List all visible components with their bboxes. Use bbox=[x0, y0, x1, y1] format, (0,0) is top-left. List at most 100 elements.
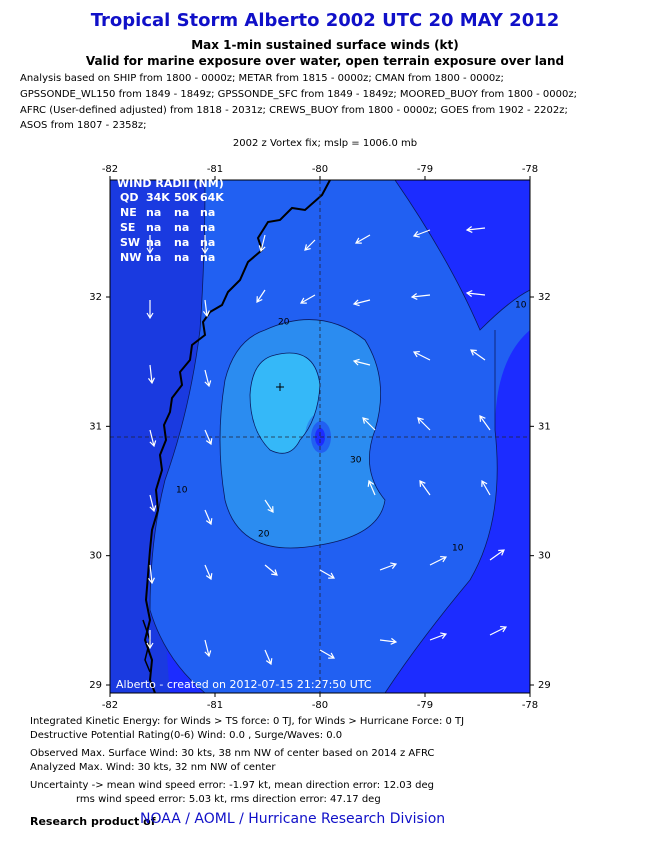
y-tick-label: 31 bbox=[89, 421, 102, 432]
wind-vector bbox=[354, 234, 371, 244]
wind-vector bbox=[201, 235, 209, 255]
wind-vector bbox=[149, 429, 157, 448]
contour-30 bbox=[250, 353, 320, 454]
radii-cell: na bbox=[146, 221, 161, 234]
radii-cell: na bbox=[200, 206, 215, 219]
analysis-line: Analysis based on SHIP from 1800 - 0000z… bbox=[20, 73, 504, 84]
wind-vector bbox=[419, 480, 431, 496]
radii-cell: na bbox=[146, 236, 161, 249]
radii-cell: na bbox=[200, 236, 215, 249]
exposure: Valid for marine exposure over water, op… bbox=[85, 54, 565, 68]
y-tick-label: 29 bbox=[89, 680, 102, 691]
footer-line: Integrated Kinetic Energy: for Winds > T… bbox=[30, 716, 465, 727]
radii-cell: SW bbox=[120, 236, 140, 249]
y-tick-label: 32 bbox=[89, 292, 102, 303]
wind-vector bbox=[352, 299, 371, 307]
coastline bbox=[142, 619, 151, 673]
x-tick-label: -82 bbox=[102, 700, 118, 711]
wind-vector bbox=[489, 549, 505, 561]
contour-label: 20 bbox=[258, 530, 270, 540]
org-link[interactable]: NOAA / AOML / Hurricane Research Divisio… bbox=[140, 811, 446, 827]
vortex-fix: 2002 z Vortex fix; mslp = 1006.0 mb bbox=[232, 138, 418, 149]
radii-cell: na bbox=[146, 206, 161, 219]
title: Tropical Storm Alberto 2002 UTC 20 MAY 2… bbox=[90, 10, 560, 31]
wind-vector bbox=[489, 625, 508, 636]
contour-labels: 20 30 20 10 10 10 bbox=[176, 301, 527, 554]
contour-label: 10 bbox=[515, 301, 527, 311]
wind-vector bbox=[264, 499, 274, 513]
radii-cell: NW bbox=[120, 251, 141, 264]
radii-title: WIND RADII (NM) bbox=[117, 177, 224, 190]
x-tick-label: -78 bbox=[522, 164, 538, 175]
x-tick-label: -78 bbox=[522, 700, 538, 711]
x-tick-label: -80 bbox=[312, 164, 328, 175]
credit: Alberto - created on 2012-07-15 21:27:50… bbox=[116, 678, 372, 691]
x-tick-label: -79 bbox=[417, 700, 433, 711]
x-tick-label: -79 bbox=[417, 164, 433, 175]
radii-cell: na bbox=[174, 236, 189, 249]
radii-cell: na bbox=[200, 251, 215, 264]
wind-vector bbox=[429, 632, 448, 641]
wind-vector bbox=[429, 555, 448, 566]
wind-vector bbox=[304, 239, 316, 251]
footer-line: Uncertainty -> mean wind speed error: -1… bbox=[30, 780, 434, 791]
wind-vector bbox=[256, 289, 266, 303]
footer-line: Destructive Potential Rating(0-6) Wind: … bbox=[30, 730, 343, 741]
wind-vector bbox=[258, 234, 266, 253]
radii-cell: na bbox=[146, 251, 161, 264]
footer-line: Analyzed Max. Wind: 30 kts, 32 nm NW of … bbox=[30, 762, 276, 773]
wind-vector bbox=[417, 417, 431, 431]
wind-vector bbox=[319, 569, 336, 579]
wind-vector bbox=[465, 225, 486, 233]
wind-vector bbox=[412, 350, 431, 361]
radii-header: 34K bbox=[146, 191, 170, 204]
contour-label: 30 bbox=[350, 456, 362, 466]
coastal-zone bbox=[110, 180, 215, 693]
wind-vector bbox=[146, 235, 154, 255]
wind-vector bbox=[412, 229, 431, 238]
radii-cell: na bbox=[174, 221, 189, 234]
x-tick-label: -80 bbox=[312, 700, 328, 711]
analysis-line: GPSSONDE_WL150 from 1849 - 1849z; GPSSON… bbox=[20, 89, 577, 100]
analysis-line: ASOS from 1807 - 2358z; bbox=[20, 120, 147, 131]
wind-vector bbox=[204, 429, 213, 446]
max-wind-mark bbox=[276, 383, 284, 391]
footer-line: rms wind speed error: 5.03 kt, rms direc… bbox=[76, 794, 381, 805]
x-tick-label: -81 bbox=[207, 164, 223, 175]
y-tick-label: 29 bbox=[538, 680, 551, 691]
x-tick-label: -81 bbox=[207, 700, 223, 711]
wind-vector bbox=[379, 637, 398, 645]
contour-label: 20 bbox=[278, 318, 290, 328]
wind-vector bbox=[299, 294, 316, 304]
wind-vector bbox=[147, 564, 155, 585]
wind-vector bbox=[465, 290, 486, 298]
radii-header: 50K bbox=[174, 191, 198, 204]
wind-vector bbox=[149, 494, 157, 513]
contour-label: 10 bbox=[176, 486, 188, 496]
contour-lines bbox=[149, 179, 531, 694]
wind-vector bbox=[202, 299, 210, 318]
radii-cell: na bbox=[174, 251, 189, 264]
radii-cell: na bbox=[200, 221, 215, 234]
wind-vector bbox=[362, 417, 376, 431]
radii-cell: SE bbox=[120, 221, 135, 234]
wind-vector bbox=[367, 479, 376, 496]
y-tick-label: 31 bbox=[538, 421, 551, 432]
wind-vector bbox=[481, 479, 491, 496]
wind-vector bbox=[204, 369, 212, 388]
research-label: Research product of bbox=[30, 815, 156, 828]
y-tick-label: 32 bbox=[538, 292, 551, 303]
radii-cell: NE bbox=[120, 206, 137, 219]
wind-vector bbox=[146, 630, 154, 650]
x-tick-label: -82 bbox=[102, 164, 118, 175]
y-tick-label: 30 bbox=[89, 551, 102, 562]
wind-vector bbox=[204, 639, 212, 658]
wind-vector bbox=[204, 509, 213, 526]
wind-vector bbox=[319, 649, 336, 659]
wind-vector bbox=[379, 562, 398, 571]
footer-line: Observed Max. Surface Wind: 30 kts, 38 n… bbox=[30, 748, 435, 759]
y-tick-label: 30 bbox=[538, 551, 551, 562]
